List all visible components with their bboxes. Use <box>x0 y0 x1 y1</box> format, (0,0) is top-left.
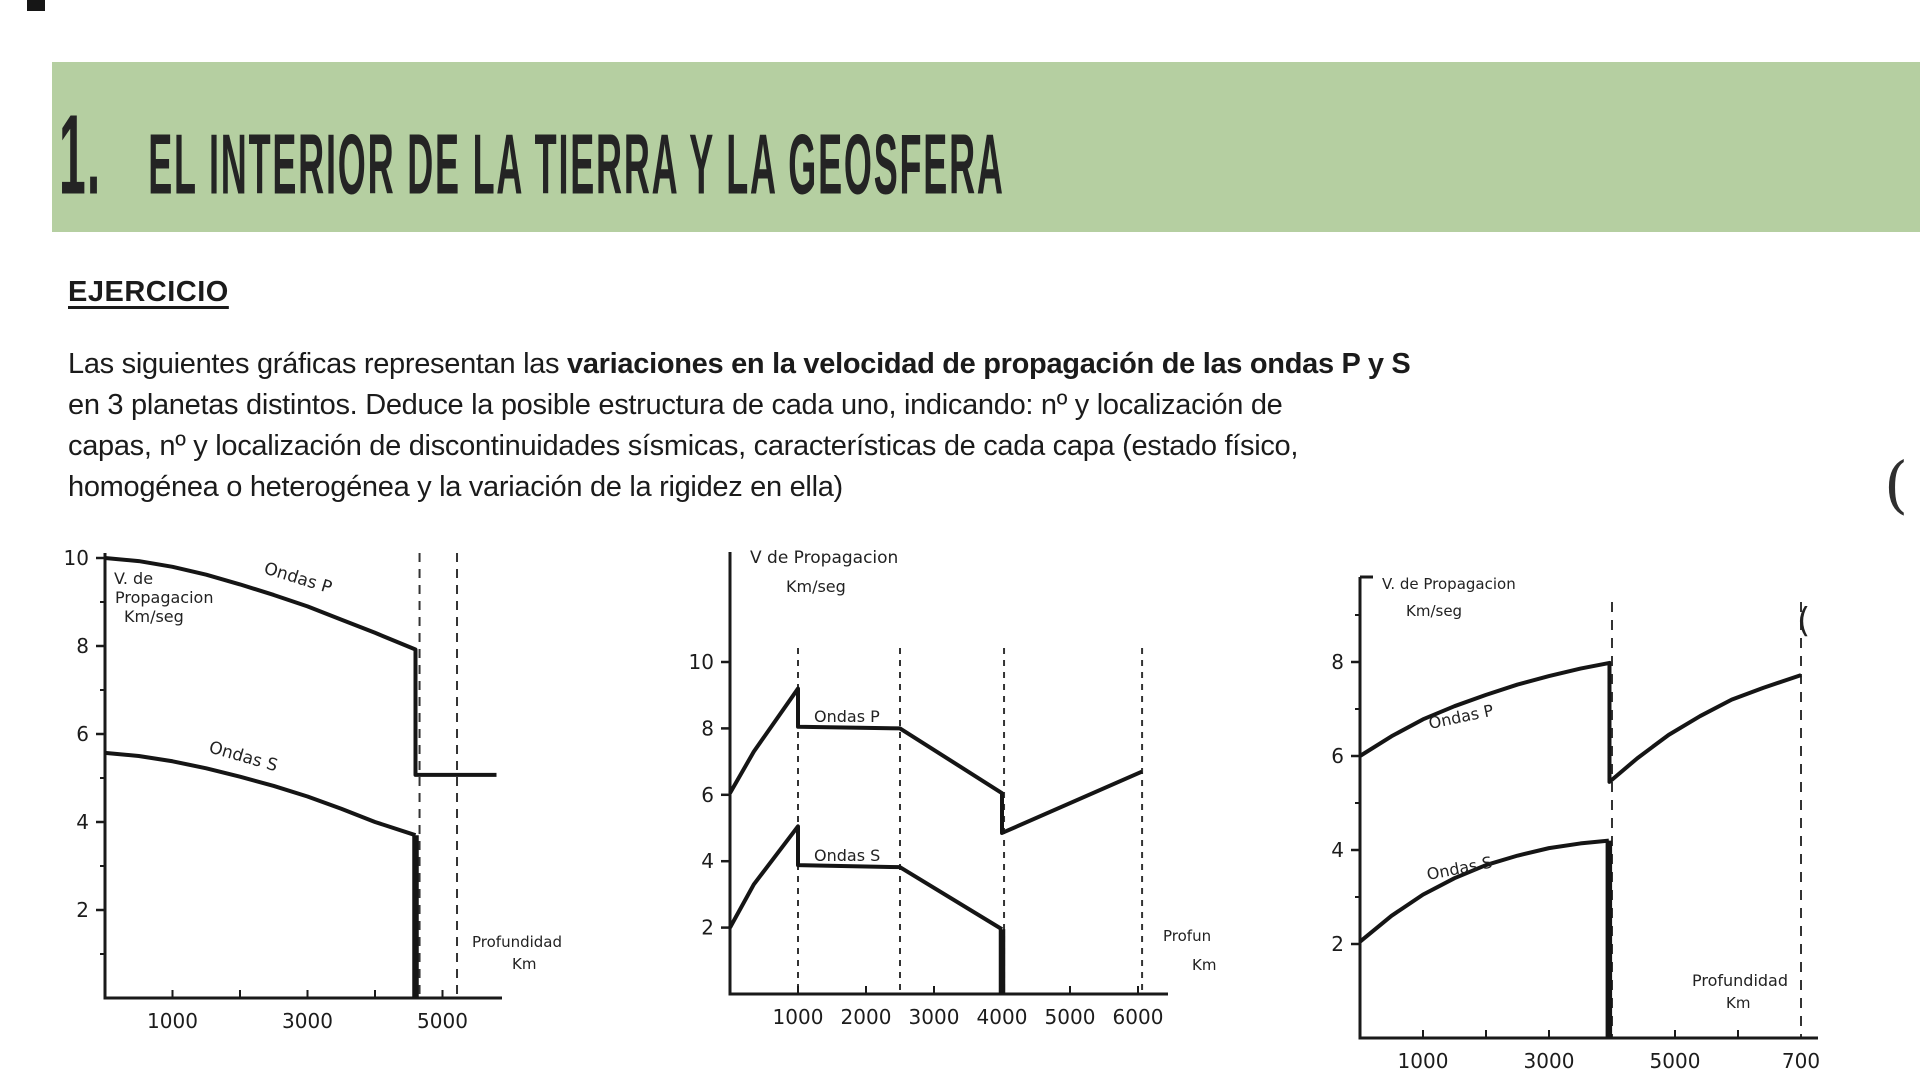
chart-annotation: Km <box>1726 994 1750 1012</box>
chart-annotation: Ondas S <box>814 846 880 865</box>
chart-axes <box>103 553 502 1000</box>
x-tick-label: 1000 <box>1398 1049 1449 1073</box>
chart-annotation: Ondas S <box>1425 853 1494 884</box>
y-tick-label: 2 <box>701 916 714 940</box>
x-tick-label: 3000 <box>282 1009 333 1033</box>
series-ondas-p <box>104 556 497 777</box>
series-ondas-p <box>728 686 1143 835</box>
chart-annotation: Km/seg <box>1406 602 1462 620</box>
paragraph-line: capas, nº y localización de discontinuid… <box>68 426 1410 467</box>
series-ondas-s <box>1358 838 1610 944</box>
series-ondas-s <box>728 824 1004 931</box>
x-tick-label: 5000 <box>1045 1005 1096 1029</box>
chart-planet-3: 8 6 4 2 1000 3000 5000 700 V. de Propagacion Km/s… <box>1331 575 1820 1073</box>
exercise-heading: EJERCICIO <box>68 276 229 308</box>
y-tick-label: 6 <box>701 783 714 807</box>
x-tick-label: 1000 <box>147 1009 198 1033</box>
chart-annotation: Profundidad <box>472 933 562 951</box>
x-tick-label: 6000 <box>1113 1005 1164 1029</box>
paragraph-line: en 3 planetas distintos. Deduce la posib… <box>68 385 1410 426</box>
x-tick-label: 2000 <box>841 1005 892 1029</box>
chart-annotation: Km <box>512 955 536 973</box>
chart-annotation: V. de Propagacion <box>1382 575 1516 593</box>
chart-planet-1: 10 8 6 4 2 1000 3000 5000 V. dePropagacionKm/seg… <box>64 546 562 1033</box>
chart-planet-2: 10 8 6 4 2 1000 2000 3000 4000 5000 6000 V de Propa… <box>690 548 1216 1029</box>
paragraph-line: Las siguientes gráficas representan las … <box>68 344 1411 385</box>
title-number: 1. <box>59 91 102 218</box>
chart-annotation: Ondas P <box>814 707 880 726</box>
chart-annotation: V. de <box>114 569 153 588</box>
x-tick-label: 4000 <box>977 1005 1028 1029</box>
exercise-paragraph: Las siguientes gráficas representan las … <box>68 344 1411 508</box>
chart-annotation: Propagacion <box>115 588 213 607</box>
paragraph-bold-text: variaciones en la velocidad de propagaci… <box>567 348 1411 380</box>
x-tick-label: 1000 <box>773 1005 824 1029</box>
paragraph-text: en 3 planetas distintos. Deduce la posib… <box>68 389 1283 421</box>
chart-annotation: Ondas P <box>262 559 335 599</box>
x-tick-label: 3000 <box>1524 1049 1575 1073</box>
x-tick-label: 5000 <box>1650 1049 1701 1073</box>
scan-corner-mark <box>27 0 45 11</box>
y-tick-label: 4 <box>1331 838 1344 862</box>
chart-annotation: Profun <box>1163 927 1211 945</box>
y-tick-label: 10 <box>690 650 714 674</box>
y-tick-label: 4 <box>701 849 714 873</box>
chart-axes <box>1358 577 1818 1040</box>
paragraph-line: homogénea o heterogénea y la variación d… <box>68 467 1410 508</box>
chart-annotation: Km/seg <box>124 607 184 626</box>
y-tick-label: 4 <box>76 810 89 834</box>
paragraph-text: capas, nº y localización de discontinuid… <box>68 430 1299 462</box>
x-tick-label: 700 <box>1782 1049 1820 1073</box>
y-tick-label: 2 <box>76 898 89 922</box>
y-tick-label: 8 <box>701 716 714 740</box>
chart-annotation: V de Propagacion <box>750 548 898 568</box>
chart-annotation: Profundidad <box>1692 971 1788 990</box>
x-tick-label: 5000 <box>417 1009 468 1033</box>
paragraph-text: homogénea o heterogénea y la variación d… <box>68 471 843 503</box>
y-tick-label: 8 <box>76 634 89 658</box>
scan-artifact-parenthesis: ( <box>1884 448 1909 521</box>
title-banner: 1. EL INTERIOR DE LA TIERRA Y LA GEOSFERA <box>52 62 1920 232</box>
chart-annotation: ( <box>1797 601 1810 641</box>
x-tick-label: 3000 <box>909 1005 960 1029</box>
paragraph-text: Las siguientes gráficas representan las <box>68 348 568 380</box>
y-tick-label: 10 <box>64 546 89 570</box>
title-text: EL INTERIOR DE LA TIERRA Y LA GEOSFERA <box>148 116 1005 213</box>
y-tick-label: 8 <box>1331 650 1344 674</box>
y-tick-label: 6 <box>1331 744 1344 768</box>
chart-annotation: Km/seg <box>786 577 846 596</box>
chart-axes <box>728 552 1168 996</box>
y-tick-label: 2 <box>1331 932 1344 956</box>
chart-annotation: Km <box>1192 956 1216 974</box>
y-tick-label: 6 <box>76 722 89 746</box>
page-title: 1. EL INTERIOR DE LA TIERRA Y LA GEOSFERA <box>59 90 1005 221</box>
series-ondas-s <box>104 750 417 838</box>
series-ondas-p <box>1358 660 1802 784</box>
